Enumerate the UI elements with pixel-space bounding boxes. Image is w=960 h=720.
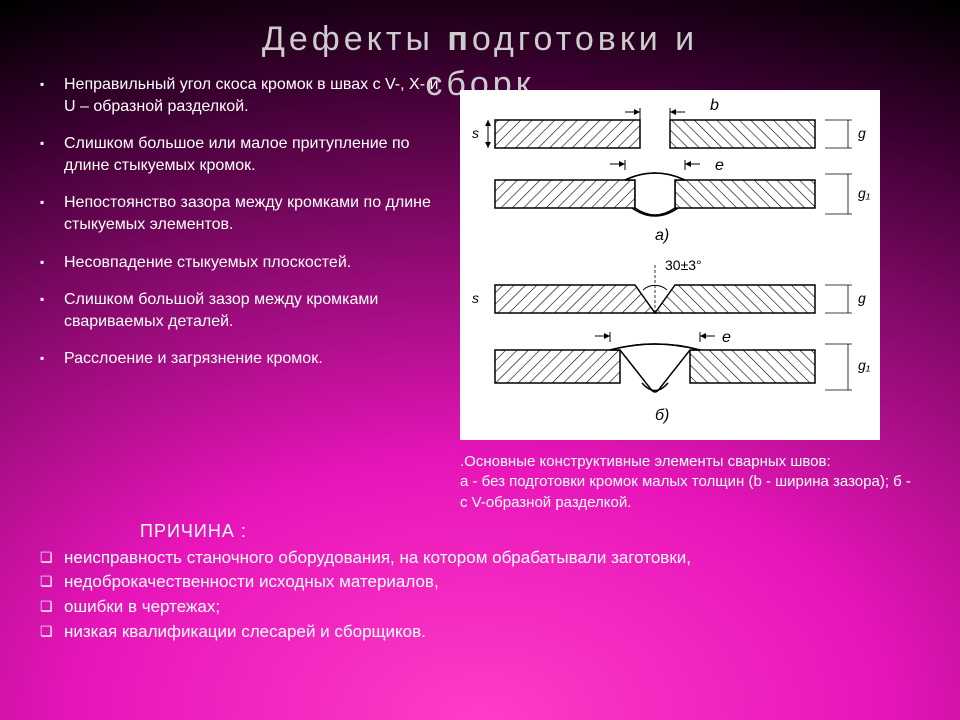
label-b2: б): [655, 407, 669, 424]
list-item: Расслоение и загрязнение кромок.: [40, 348, 440, 370]
title-rest: одготовки и: [472, 20, 698, 58]
label-e2: e: [722, 329, 731, 346]
label-g1: g₁: [858, 185, 871, 201]
cause-label: ПРИЧИНА :: [140, 521, 920, 542]
list-item: Неправильный угол скоса кромок в швах с …: [40, 74, 440, 117]
list-item: ошибки в чертежах;: [40, 595, 920, 620]
defects-list: Неправильный угол скоса кромок в швах с …: [40, 74, 440, 370]
list-item: Слишком большой зазор между кромками сва…: [40, 289, 440, 332]
list-item: Слишком большое или малое притупление по…: [40, 133, 440, 176]
label-s2: s: [472, 290, 479, 306]
list-item: неисправность станочного оборудования, н…: [40, 546, 920, 571]
label-g1b: g₁: [858, 357, 871, 373]
slide-title: Дефекты подготовки и: [40, 20, 920, 59]
diagram-column: b s g: [460, 74, 920, 513]
list-item: недоброкачественности исходных материало…: [40, 570, 920, 595]
defects-column: Неправильный угол скоса кромок в швах с …: [40, 74, 440, 513]
label-a: a): [655, 227, 669, 244]
causes-list: неисправность станочного оборудования, н…: [40, 546, 920, 645]
diagram-caption: .Основные конструктивные элементы сварны…: [460, 452, 920, 513]
label-g2: g: [858, 290, 866, 306]
welding-diagram: b s g: [460, 90, 880, 440]
list-item: низкая квалификации слесарей и сборщиков…: [40, 620, 920, 645]
causes-block: ПРИЧИНА : неисправность станочного обору…: [40, 521, 920, 645]
diagram-svg: b s g: [460, 90, 880, 440]
label-30: 30±3°: [665, 257, 702, 273]
label-b: b: [710, 97, 719, 114]
title-prefix: Дефекты: [262, 20, 448, 58]
list-item: Непостоянство зазора между кромками по д…: [40, 192, 440, 235]
title-cap: п: [447, 20, 472, 58]
list-item: Несовпадение стыкуемых плоскостей.: [40, 252, 440, 274]
label-e1: e: [715, 157, 724, 174]
label-s: s: [472, 125, 479, 141]
label-g: g: [858, 125, 866, 141]
